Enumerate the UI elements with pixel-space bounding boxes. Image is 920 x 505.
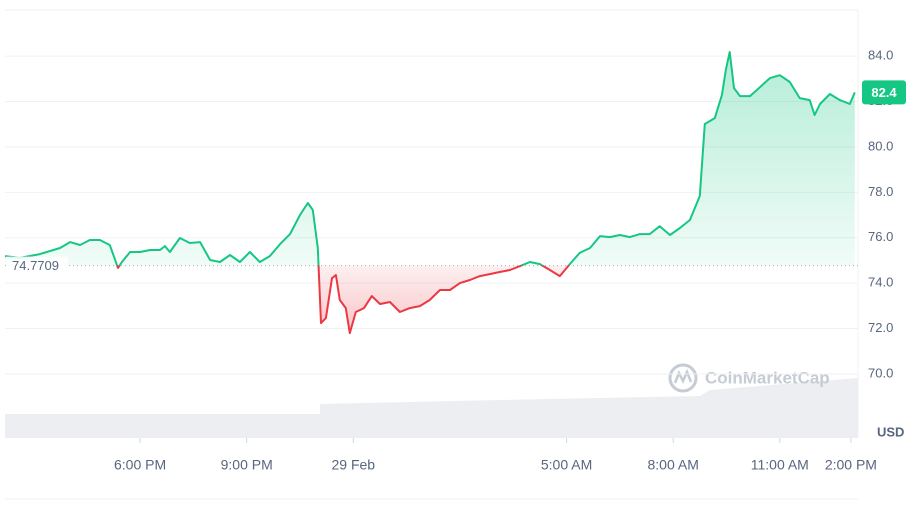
- y-tick-label: 78.0: [868, 184, 893, 199]
- x-tick-label: 8:00 AM: [647, 457, 698, 473]
- price-area: [5, 52, 855, 334]
- x-tick-label: 11:00 AM: [751, 457, 809, 473]
- x-tick-label: 29 Feb: [332, 457, 376, 473]
- watermark-text: CoinMarketCap: [705, 368, 830, 387]
- price-badge-label: 82.4: [871, 85, 897, 100]
- baseline-label-bg: [6, 256, 68, 275]
- y-tick-label: 84.0: [868, 48, 893, 63]
- price-line: [4, 51, 856, 335]
- volume-area: [5, 378, 858, 438]
- price-badge: [862, 80, 906, 105]
- y-tick-label: 72.0: [868, 320, 893, 335]
- baseline-label: 74.7709: [12, 258, 59, 273]
- x-tick-label: 9:00 PM: [221, 457, 273, 473]
- x-tick-label: 5:00 AM: [541, 457, 592, 473]
- y-tick-label: 80.0: [868, 138, 893, 153]
- x-tick-label: 6:00 PM: [114, 457, 166, 473]
- y-tick-label: 76.0: [868, 229, 893, 244]
- watermark: CoinMarketCap: [668, 363, 830, 393]
- y-tick-label: 70.0: [868, 365, 893, 380]
- x-tick-label: 2:00 PM: [825, 457, 877, 473]
- currency-label: USD: [877, 424, 904, 439]
- y-tick-label: 74.0: [868, 275, 893, 290]
